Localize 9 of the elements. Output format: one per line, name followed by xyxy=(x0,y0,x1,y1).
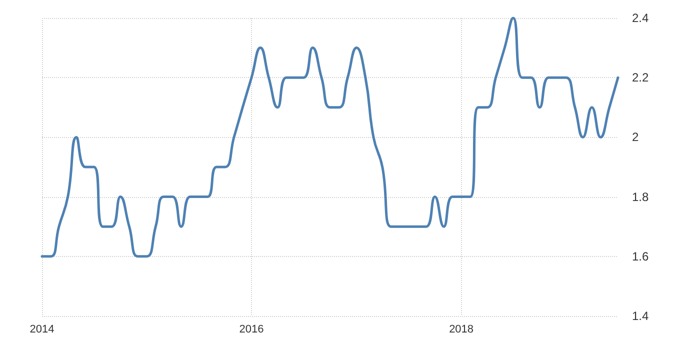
y-tick-label: 1.8 xyxy=(632,190,650,204)
y-tick-label: 1.6 xyxy=(632,249,650,264)
y-tick-label: 2.2 xyxy=(632,70,650,85)
y-tick-label: 2.4 xyxy=(632,11,650,25)
x-tick-label: 2016 xyxy=(239,324,264,336)
x-tick-label: 2018 xyxy=(449,324,474,336)
y-tick-label: 1.4 xyxy=(632,309,650,323)
y-tick-label: 2 xyxy=(632,130,639,144)
x-tick-label: 2014 xyxy=(30,324,54,336)
